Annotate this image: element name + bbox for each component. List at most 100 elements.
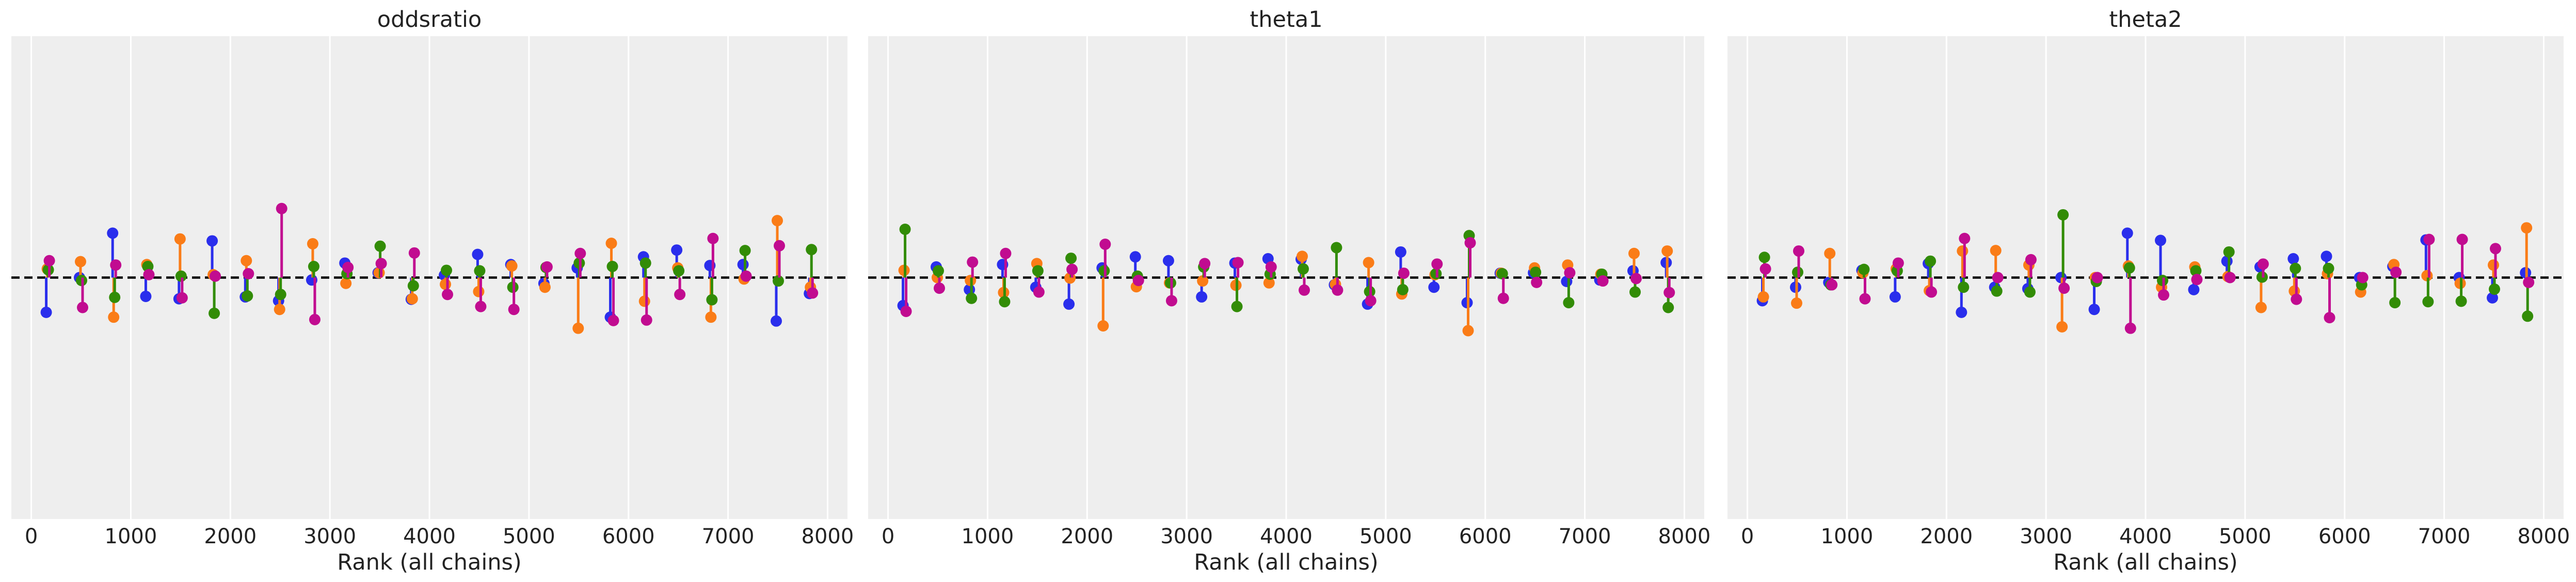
point [1628, 247, 1640, 259]
point [2522, 310, 2534, 322]
point [108, 311, 120, 323]
point [243, 268, 254, 280]
point [2488, 259, 2499, 271]
x-tick-label: 6000 [2318, 525, 2371, 548]
point [442, 289, 454, 301]
point [572, 322, 584, 334]
point [440, 278, 452, 290]
point [1263, 277, 1275, 289]
point [967, 256, 979, 268]
point [275, 289, 286, 301]
point [474, 265, 486, 277]
point [2056, 321, 2068, 333]
point [1299, 284, 1310, 296]
point [2155, 234, 2167, 246]
x-axis-label: Rank (all chains) [337, 549, 521, 575]
point [1793, 245, 1804, 257]
point [1398, 268, 1410, 279]
point [307, 238, 318, 250]
point [1232, 257, 1244, 269]
point [999, 296, 1011, 308]
point [1991, 285, 2003, 297]
point [1129, 251, 1141, 263]
point [673, 265, 685, 277]
point [899, 224, 911, 235]
point [2123, 262, 2135, 274]
chain-series-3 [900, 237, 1675, 317]
x-tick-label: 6000 [602, 525, 655, 548]
point [210, 270, 221, 282]
x-tick-label: 8000 [2518, 525, 2570, 548]
point [374, 240, 386, 252]
point [1066, 263, 1078, 275]
x-tick-label: 8000 [802, 525, 854, 548]
point [933, 265, 944, 277]
point [140, 290, 152, 302]
point [406, 293, 418, 305]
point [1199, 258, 1211, 270]
point [1759, 263, 1771, 275]
point [2324, 312, 2335, 324]
point [342, 261, 354, 273]
point [1662, 302, 1674, 313]
point [77, 302, 88, 313]
point [1332, 284, 1343, 296]
point [2158, 289, 2170, 301]
point [1597, 275, 1609, 287]
point [1663, 287, 1675, 298]
point [1397, 284, 1409, 295]
point [674, 289, 686, 301]
point [2188, 284, 2200, 295]
point [2121, 227, 2133, 239]
point [1132, 275, 1144, 287]
point [740, 270, 752, 282]
point [606, 260, 618, 272]
point [2287, 253, 2299, 265]
point [1099, 238, 1111, 250]
point [2190, 265, 2202, 277]
point [1564, 267, 1576, 279]
point [1992, 272, 2004, 284]
point [1297, 250, 1308, 262]
x-tick-label: 5000 [503, 525, 555, 548]
point [1065, 253, 1077, 264]
point [1165, 295, 1177, 307]
chain-series-2 [1758, 209, 2534, 322]
x-tick-label: 3000 [303, 525, 356, 548]
point [2057, 209, 2069, 221]
point [1464, 237, 1476, 249]
point [1063, 298, 1075, 310]
point [2224, 272, 2236, 284]
point [1958, 281, 1970, 293]
point [206, 235, 218, 247]
point [900, 305, 912, 317]
point [242, 290, 253, 302]
point [638, 295, 650, 307]
chain-series-2 [42, 240, 818, 319]
point [1395, 246, 1406, 258]
panel-title: theta2 [2109, 7, 2182, 33]
point [1462, 325, 1474, 337]
x-tick-label: 2000 [204, 525, 257, 548]
x-tick-label: 0 [25, 525, 38, 548]
point [641, 314, 652, 326]
panel-2: theta2 0 1000 2000 3000 4000 5000 6000 7000 8000 R… [1727, 7, 2570, 575]
point [1000, 247, 1012, 259]
point [1826, 279, 1838, 291]
point [2257, 258, 2269, 270]
point [1497, 292, 1509, 304]
point [2124, 322, 2136, 334]
point [1791, 297, 1802, 309]
chain-series-3 [43, 202, 819, 326]
x-tick-label: 4000 [1260, 525, 1313, 548]
point [2058, 282, 2070, 294]
point [1097, 320, 1109, 332]
x-tick-label: 1000 [105, 525, 157, 548]
point [934, 282, 945, 294]
x-tick-label: 0 [1741, 525, 1754, 548]
point [1629, 286, 1641, 298]
point [806, 244, 818, 256]
point [1032, 265, 1044, 277]
x-tick-label: 2000 [1920, 525, 1973, 548]
